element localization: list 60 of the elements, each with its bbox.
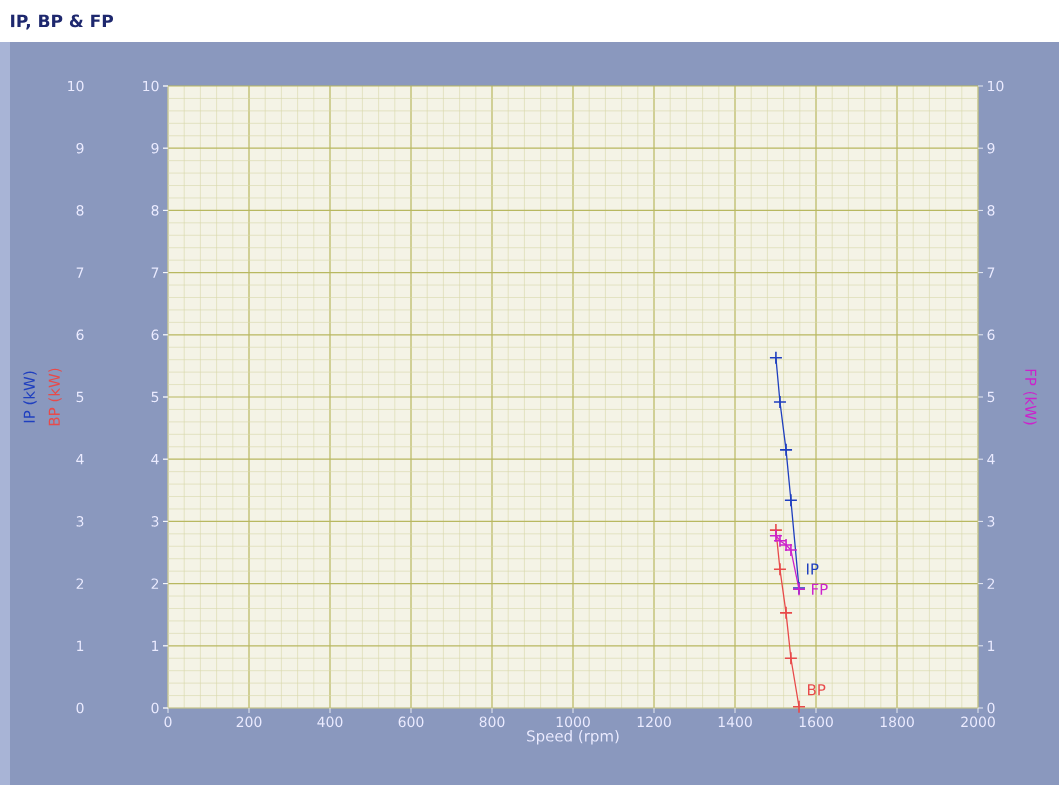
point <box>779 443 793 457</box>
x-tick-label: 1400 <box>718 716 752 728</box>
x-tick-label: 1000 <box>556 716 590 728</box>
y-tick-label: 5 <box>151 391 159 403</box>
y2-axis-title: FP (kW) <box>1023 369 1037 425</box>
x-tick-label: 1200 <box>637 716 671 728</box>
y3-tick-label: 5 <box>76 391 84 403</box>
point <box>784 651 798 666</box>
point <box>784 493 798 508</box>
y-tick-label: 2 <box>151 578 159 589</box>
y-tick-label: 9 <box>151 142 159 154</box>
x-tick-label: 0 <box>164 716 172 728</box>
y2-tick-label: 8 <box>987 205 995 216</box>
y-tick-label: 0 <box>151 702 159 714</box>
y2-tick-label: 6 <box>987 329 995 341</box>
y2-tick-label: 7 <box>987 267 995 278</box>
y2-tick-label: 2 <box>987 578 995 589</box>
y-tick-label: 3 <box>151 516 159 527</box>
chart-title: IP, BP & FP <box>11 14 114 30</box>
y3-tick-label: 4 <box>76 454 84 465</box>
y3-tick-label: 7 <box>76 267 84 278</box>
y3-tick-label: 9 <box>76 142 84 154</box>
x-tick-label: 600 <box>398 716 424 728</box>
y3-tick-label: 10 <box>68 80 84 92</box>
y2-tick-label: 10 <box>988 80 1004 92</box>
series-label: BP <box>808 684 826 696</box>
point <box>779 606 793 620</box>
y2-tick-label: 1 <box>988 640 995 651</box>
y2-tick-label: 9 <box>987 142 995 154</box>
point <box>773 562 787 577</box>
y3-tick-label: 8 <box>76 205 84 216</box>
series-label: IP <box>807 563 819 575</box>
point <box>773 395 787 409</box>
y2-tick-label: 0 <box>987 702 995 714</box>
point <box>792 699 806 714</box>
y-axis-title: IP (kW) <box>23 371 37 423</box>
y2-tick-label: 3 <box>987 516 995 527</box>
series-label: FP <box>812 583 828 595</box>
point <box>769 351 783 365</box>
y2-tick-label: 5 <box>987 391 995 403</box>
y3-tick-label: 3 <box>76 516 84 527</box>
x-tick-label: 200 <box>236 716 262 728</box>
y3-tick-label: 1 <box>77 640 84 651</box>
x-tick-label: 800 <box>479 716 505 728</box>
y-tick-label: 7 <box>151 267 159 278</box>
x-tick-label: 400 <box>317 716 343 728</box>
y-tick-label: 4 <box>151 454 159 465</box>
y2-tick-label: 4 <box>987 454 995 465</box>
y-tick-label: 6 <box>151 329 159 341</box>
y-tick-label: 8 <box>151 205 159 216</box>
y3-tick-label: 2 <box>76 578 84 589</box>
y-tick-label: 10 <box>143 80 159 92</box>
y-tick-label: 1 <box>152 640 159 651</box>
x-tick-label: 1600 <box>799 716 833 728</box>
y3-tick-label: 0 <box>76 702 84 714</box>
y3-axis-title: BP (kW) <box>48 368 62 426</box>
x-tick-label: 1800 <box>880 716 914 728</box>
x-axis-title: Speed (rpm) <box>527 730 619 745</box>
x-tick-label: 2000 <box>961 716 995 728</box>
y3-tick-label: 6 <box>76 329 84 341</box>
